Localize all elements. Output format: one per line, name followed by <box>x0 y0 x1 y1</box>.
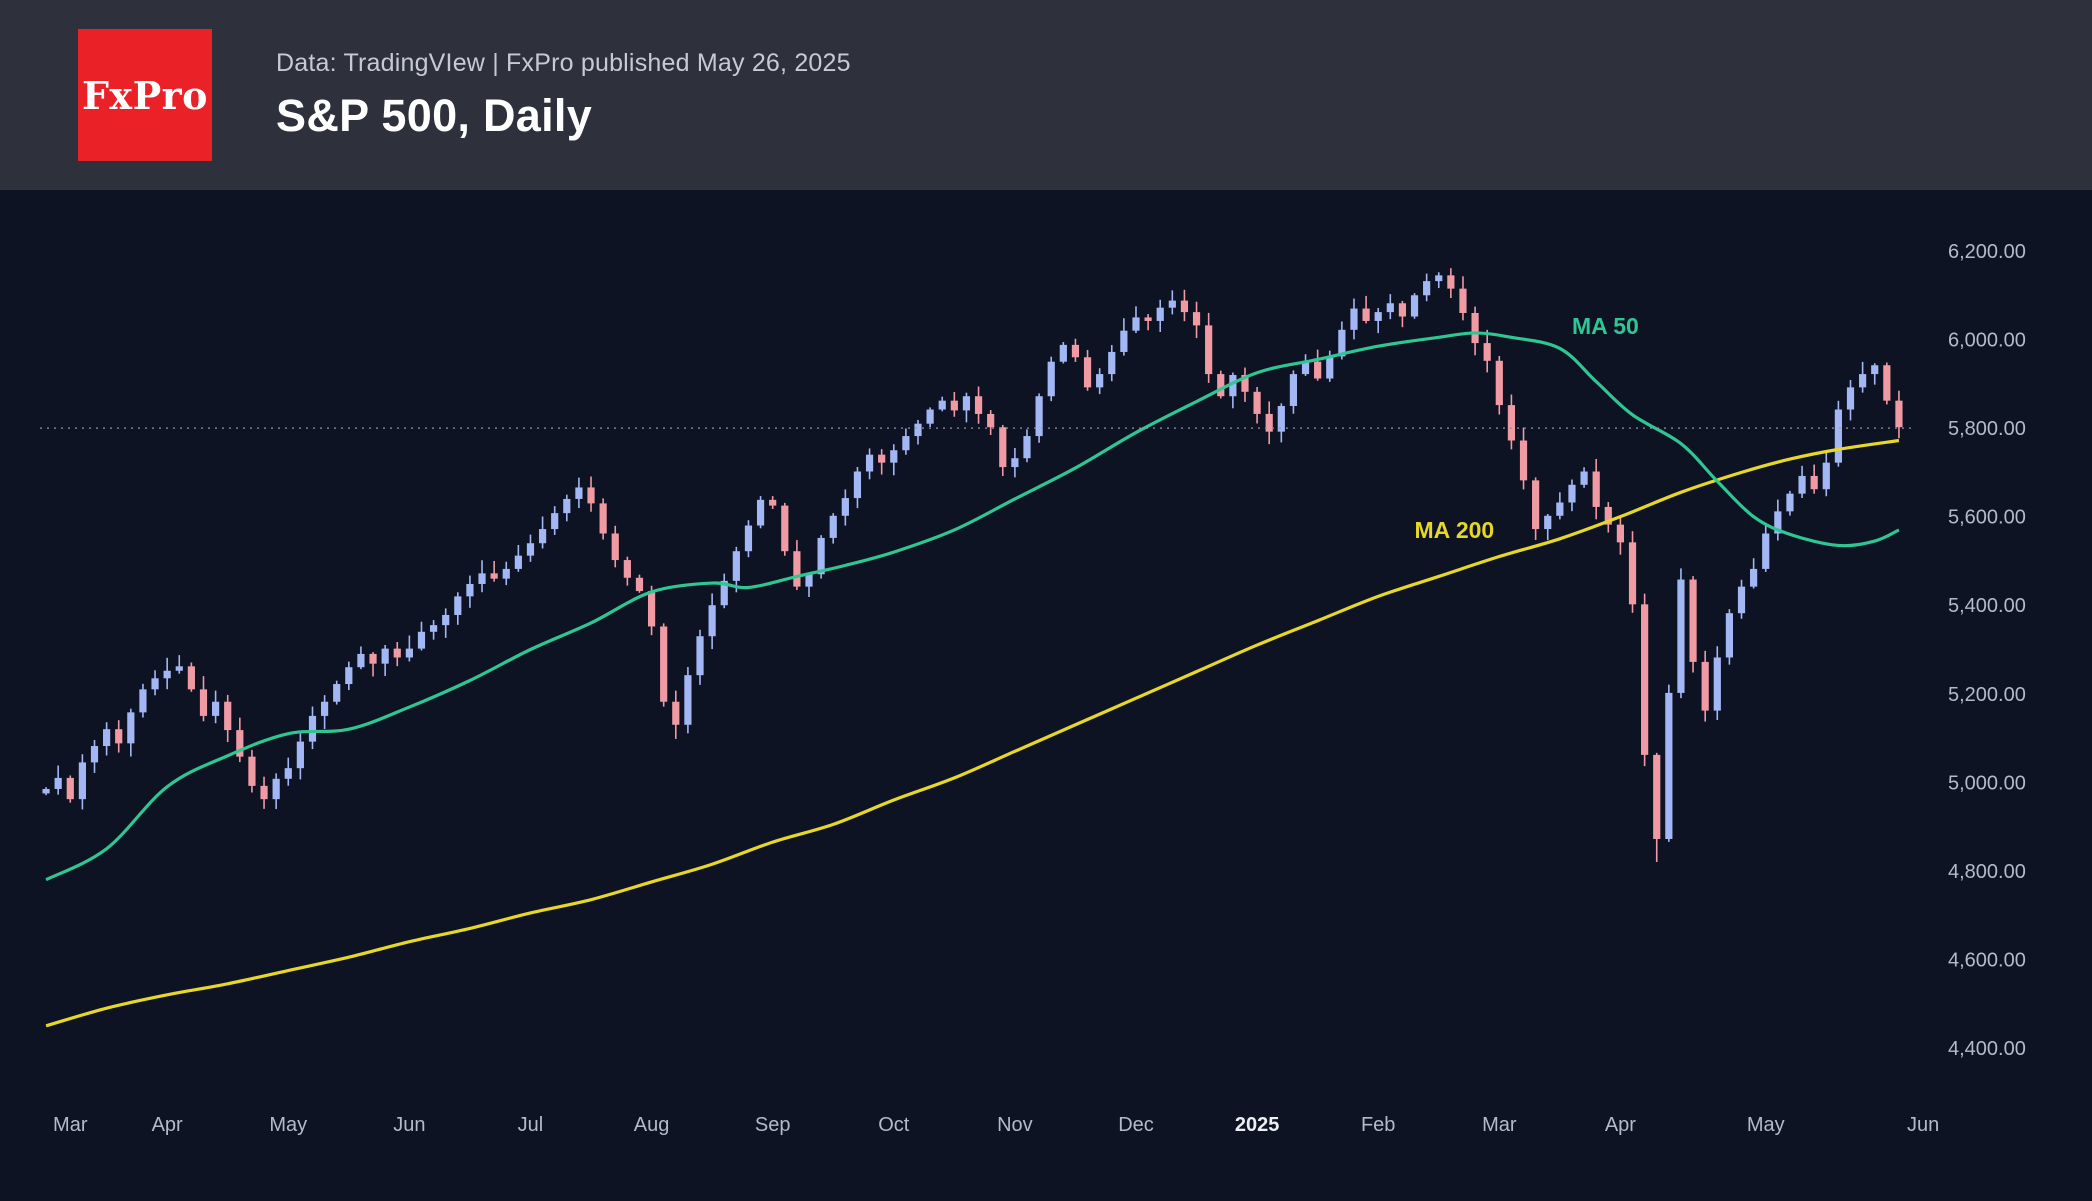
x-tick-label: Apr <box>152 1114 183 1136</box>
page-title: S&P 500, Daily <box>276 89 593 141</box>
y-tick-label: 4,400.00 <box>1948 1038 2026 1060</box>
x-tick-label: May <box>269 1114 307 1136</box>
y-tick-label: 4,800.00 <box>1948 861 2026 883</box>
y-tick-label: 6,000.00 <box>1948 330 2026 352</box>
x-tick-label: Sep <box>755 1114 791 1136</box>
ma200-label: MA 200 <box>1415 517 1495 543</box>
x-tick-label: Apr <box>1605 1114 1636 1136</box>
x-tick-label: Aug <box>634 1114 670 1136</box>
y-tick-label: 4,600.00 <box>1948 949 2026 971</box>
chart-area: MA 50 MA 200 6,200.00 6,000.00 5,800.00 5,600… <box>0 190 2092 1196</box>
y-tick-label: 5,400.00 <box>1948 595 2026 617</box>
x-tick-label: Mar <box>53 1114 88 1136</box>
x-tick-label: May <box>1747 1114 1785 1136</box>
x-tick-label: 2025 <box>1235 1114 1280 1136</box>
x-tick-label: Jun <box>393 1114 425 1136</box>
y-tick-label: 5,200.00 <box>1948 684 2026 706</box>
header-text-block: Data: TradingVIew | FxPro published May … <box>276 49 851 142</box>
y-axis-labels: 6,200.00 6,000.00 5,800.00 5,600.00 5,400.00… <box>1948 241 2026 1060</box>
ma50-line <box>45 331 1900 882</box>
ma200-line <box>45 438 1900 1028</box>
x-tick-label: Oct <box>878 1114 910 1136</box>
chart-canvas[interactable]: MA 50 MA 200 6,200.00 6,000.00 5,800.00 5,600… <box>0 190 2092 1196</box>
header-bar: FxPro Data: TradingVIew | FxPro publishe… <box>0 0 2092 190</box>
x-tick-label: Jul <box>518 1114 544 1136</box>
x-tick-label: Feb <box>1361 1114 1395 1136</box>
x-tick-label: Nov <box>997 1114 1033 1136</box>
y-tick-label: 6,200.00 <box>1948 241 2026 263</box>
y-tick-label: 5,800.00 <box>1948 418 2026 440</box>
y-tick-label: 5,000.00 <box>1948 772 2026 794</box>
ma50-label: MA 50 <box>1572 313 1639 339</box>
x-axis-labels: Mar Apr May Jun Jul Aug Sep Oct Nov Dec 2025 Feb Mar… <box>53 1114 1939 1136</box>
x-tick-label: Dec <box>1118 1114 1154 1136</box>
source-line: Data: TradingVIew | FxPro published May … <box>276 48 851 77</box>
fxpro-logo: FxPro <box>78 29 212 161</box>
candles-layer <box>42 268 1903 863</box>
x-tick-label: Mar <box>1482 1114 1517 1136</box>
x-tick-label: Jun <box>1907 1114 1939 1136</box>
fxpro-logo-text: FxPro <box>81 72 209 118</box>
y-tick-label: 5,600.00 <box>1948 507 2026 529</box>
